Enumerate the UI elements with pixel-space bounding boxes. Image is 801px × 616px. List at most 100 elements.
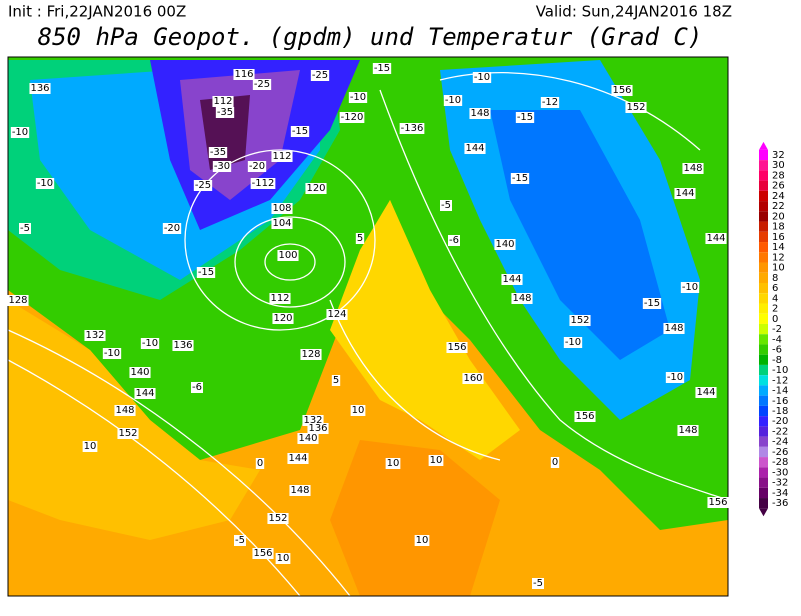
contour-label-box [252, 548, 274, 559]
contour-label-box [289, 485, 311, 496]
contour-label: -10 [12, 127, 28, 138]
contour-label-box [448, 235, 460, 246]
contour-label: -10 [445, 95, 461, 106]
contour-label-box [234, 535, 246, 546]
color-legend: 32302826242220181614121086420-2-4-6-8-10… [759, 141, 788, 517]
contour-label: 112 [272, 151, 291, 162]
contour-label: -20 [249, 161, 265, 172]
contour-label: 148 [115, 405, 134, 416]
legend-tick-label: -8 [772, 355, 782, 366]
legend-tick-label: -12 [772, 375, 788, 386]
contour-label: 124 [327, 309, 346, 320]
legend-arrow-bottom [759, 508, 768, 517]
legend-tick-label: -32 [772, 478, 788, 489]
contour-label-box [7, 295, 29, 306]
contour-label-box [290, 126, 310, 137]
legend-swatch [759, 395, 768, 406]
contour-label-box [129, 367, 151, 378]
legend-swatch [759, 293, 768, 304]
legend-tick-label: 18 [772, 222, 785, 233]
contour-label-box [114, 405, 136, 416]
contour-label: -15 [374, 63, 390, 74]
contour-label: 140 [495, 239, 514, 250]
contour-label: -10 [682, 282, 698, 293]
contour-label-box [287, 453, 309, 464]
contour-label: 104 [272, 218, 291, 229]
legend-swatch [759, 252, 768, 263]
legend-tick-label: 6 [772, 283, 778, 294]
contour-label: 152 [268, 513, 287, 524]
contour-label-box [443, 95, 463, 106]
contour-label-box [19, 223, 31, 234]
contour-label-box [642, 298, 662, 309]
contour-label: 144 [465, 143, 484, 154]
contour-label-box [611, 85, 633, 96]
legend-swatch [759, 262, 768, 273]
contour-label-box [275, 553, 291, 564]
legend-swatch [759, 344, 768, 355]
legend-tick-label: -4 [772, 334, 782, 345]
contour-label: 160 [463, 373, 482, 384]
legend-tick-label: 14 [772, 242, 785, 253]
contour-label-box [215, 107, 235, 118]
contour-label: -10 [104, 348, 120, 359]
legend-swatch [759, 190, 768, 202]
legend-tick-label: -34 [772, 488, 788, 499]
contour-label-box [472, 72, 492, 83]
contour-label-box [252, 79, 272, 90]
contour-label-box [267, 513, 289, 524]
contour-label-box [494, 239, 516, 250]
legend-swatch [759, 242, 768, 253]
contour-label-box [247, 161, 267, 172]
legend-swatch [759, 385, 768, 396]
legend-tick-label: -6 [772, 345, 782, 356]
legend-tick-label: 12 [772, 252, 785, 263]
legend-tick-label: 26 [772, 181, 785, 192]
contour-label: 148 [290, 485, 309, 496]
legend-tick-label: -16 [772, 396, 788, 407]
contour-label: 152 [118, 428, 137, 439]
legend-swatch [759, 477, 768, 488]
contour-label: -30 [214, 161, 230, 172]
contour-label-box [172, 340, 194, 351]
contour-label-box [464, 143, 486, 154]
contour-label-box [707, 497, 729, 508]
contour-label-box [469, 108, 491, 119]
valid-time: Valid: Sun,24JAN2016 18Z [536, 3, 732, 21]
contour-label: 132 [303, 415, 322, 426]
contour-label-box [212, 161, 232, 172]
contour-label-box [269, 293, 291, 304]
legend-swatch [759, 180, 768, 191]
contour-label-box [339, 112, 365, 123]
contour-label-box [117, 428, 139, 439]
contour-label-box [82, 441, 98, 452]
contour-label: 144 [696, 387, 715, 398]
legend-tick-label: -18 [772, 406, 788, 417]
contour-label: 5 [357, 233, 363, 244]
contour-label-box [10, 127, 30, 138]
map-frame [7, 56, 729, 597]
legend-swatch [759, 405, 768, 417]
legend-swatch [759, 436, 768, 447]
contour-label-box [102, 348, 122, 359]
contour-label: -35 [210, 147, 226, 158]
contour-label-box [574, 411, 596, 422]
legend-swatch [759, 354, 768, 365]
contour-label: 0 [257, 458, 263, 469]
contour-label: 108 [272, 203, 291, 214]
init-time: Init : Fri,22JAN2016 00Z [8, 3, 186, 21]
legend-tick-label: 30 [772, 160, 785, 171]
contour-label: 144 [675, 188, 694, 199]
legend-tick-label: -10 [772, 365, 788, 376]
contour-label: -35 [217, 107, 233, 118]
legend-arrow-top [759, 141, 768, 150]
contour-label: 5 [333, 375, 339, 386]
contour-label-box [331, 375, 341, 386]
legend-swatch [759, 170, 768, 181]
contour-label-box [446, 342, 468, 353]
contour-label: -5 [533, 578, 543, 589]
legend-swatch [759, 487, 768, 499]
contour-label-box [625, 102, 647, 113]
contour-label: -10 [142, 338, 158, 349]
